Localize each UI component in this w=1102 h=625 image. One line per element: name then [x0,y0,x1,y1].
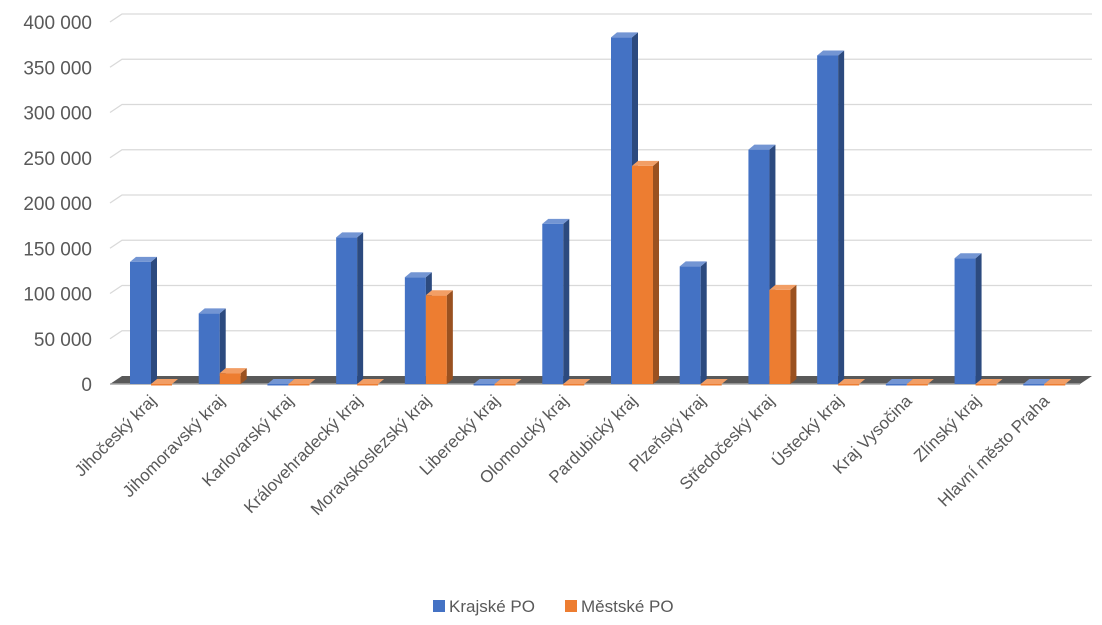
gridline [109,330,1092,340]
x-category-label: Zlínský kraj [910,391,984,465]
x-category-label: Královehradecký kraj [240,391,366,517]
gridline [109,284,1092,295]
gridline [109,194,1092,204]
y-tick-label: 150 000 [23,239,92,260]
bar-mestske [219,368,247,384]
gridline [109,103,1092,114]
bar-krajske [130,256,157,384]
bar-mestske [357,379,385,386]
bar-krajske [267,379,295,386]
bar-krajske [954,253,982,384]
bar-krajske [473,379,501,386]
y-tick-label: 400 000 [23,13,92,34]
bar-mestske [700,379,728,386]
floor-plane [110,376,1092,384]
legend: Krajské PO Městské PO [433,597,674,616]
bar-mestske [838,379,866,386]
bar-mestske [151,379,178,386]
bar-krajske [198,308,226,384]
y-axis-ticks: 0 50 000 100 000 150 000 200 000 250 000 300 0… [23,13,92,396]
gridline [109,149,1092,159]
x-category-label: Hlavní město Praha [934,391,1053,510]
bar-mestske [563,379,591,386]
legend-label: Krajské PO [449,597,535,616]
gridline [109,58,1092,68]
bars [130,32,1072,386]
bar-mestske [425,290,453,384]
bar-krajske [1023,379,1051,386]
bar-krajske [885,379,913,386]
legend-swatch [565,600,577,612]
y-tick-label: 250 000 [23,149,92,170]
legend-swatch [433,600,445,612]
bar-krajske [542,218,570,384]
bar-krajske [679,261,707,384]
y-tick-label: 100 000 [23,285,92,306]
y-tick-label: 0 [81,375,92,396]
bar-mestske [906,379,934,386]
y-tick-label: 200 000 [23,194,92,215]
legend-label: Městské PO [581,597,674,616]
bar-mestske [975,379,1003,386]
y-tick-label: 350 000 [23,58,92,79]
chart-floor [110,376,1092,385]
bar-mestske [769,284,797,384]
bar-mestske [494,379,522,386]
y-tick-label: 50 000 [34,330,92,351]
x-category-label: Moravskoslezský kraj [307,391,435,519]
bar-krajske [817,50,845,385]
gridlines [109,13,1092,340]
bar-mestske [632,160,659,384]
y-tick-label: 300 000 [23,104,92,125]
bar-mestske [288,379,316,386]
gridline [109,239,1092,249]
bar-mestske [1044,379,1072,386]
bar-krajske [336,232,364,384]
gridline [109,13,1092,23]
